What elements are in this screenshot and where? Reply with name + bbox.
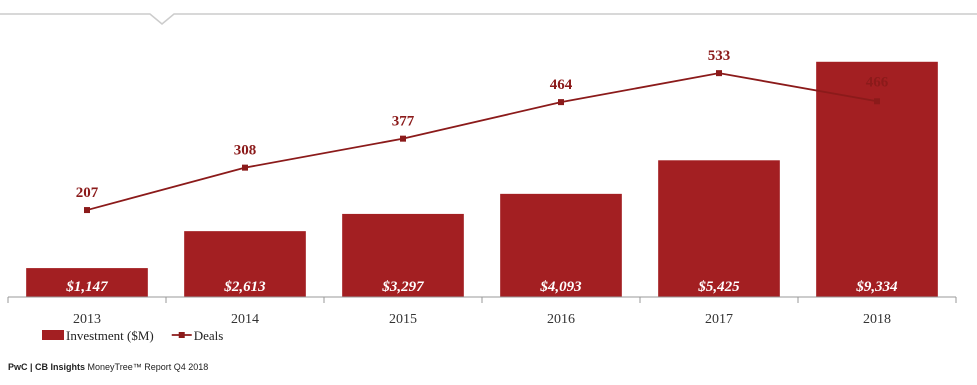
deals-marker (558, 99, 564, 106)
x-tick-label: 2017 (705, 312, 733, 327)
x-tick-label: 2016 (547, 312, 575, 327)
deals-marker (716, 70, 722, 77)
deals-line (86, 72, 878, 211)
bar-value-label: $9,334 (855, 279, 898, 295)
deals-label: 533 (708, 48, 731, 64)
deals-marker (84, 207, 90, 214)
bar (500, 193, 622, 297)
legend-swatch (42, 330, 64, 340)
legend-marker (178, 332, 185, 338)
bar-value-label: $5,425 (697, 279, 740, 295)
footer-source: PwC | CB Insights (8, 362, 85, 372)
legend-label: Investment ($M) (66, 328, 154, 343)
legend-label: Deals (194, 328, 224, 343)
bar-value-label: $3,297 (381, 279, 424, 295)
x-tick-label: 2014 (231, 312, 259, 327)
bar-value-label: $2,613 (223, 279, 266, 295)
bar (26, 268, 148, 297)
x-tick-label: 2015 (389, 312, 417, 327)
deals-label: 308 (234, 143, 257, 159)
footer: PwC | CB Insights MoneyTree™ Report Q4 2… (8, 362, 208, 372)
deals-label: 207 (76, 185, 99, 201)
footer-report: MoneyTree™ Report Q4 2018 (88, 362, 209, 372)
deals-label: 377 (392, 114, 415, 130)
deals-label: 466 (866, 74, 889, 90)
bar (184, 231, 306, 297)
bar (658, 160, 780, 297)
deals-marker (400, 135, 406, 142)
x-tick-label: 2018 (863, 312, 891, 327)
bar-value-label: $4,093 (539, 279, 582, 295)
bar-value-label: $1,147 (65, 279, 108, 295)
deals-label: 464 (550, 77, 573, 93)
header-rule (0, 13, 977, 25)
bar (816, 61, 938, 297)
deals-marker (242, 164, 248, 171)
bar (342, 213, 464, 297)
x-tick-label: 2013 (73, 312, 101, 327)
deals-marker (874, 98, 880, 105)
